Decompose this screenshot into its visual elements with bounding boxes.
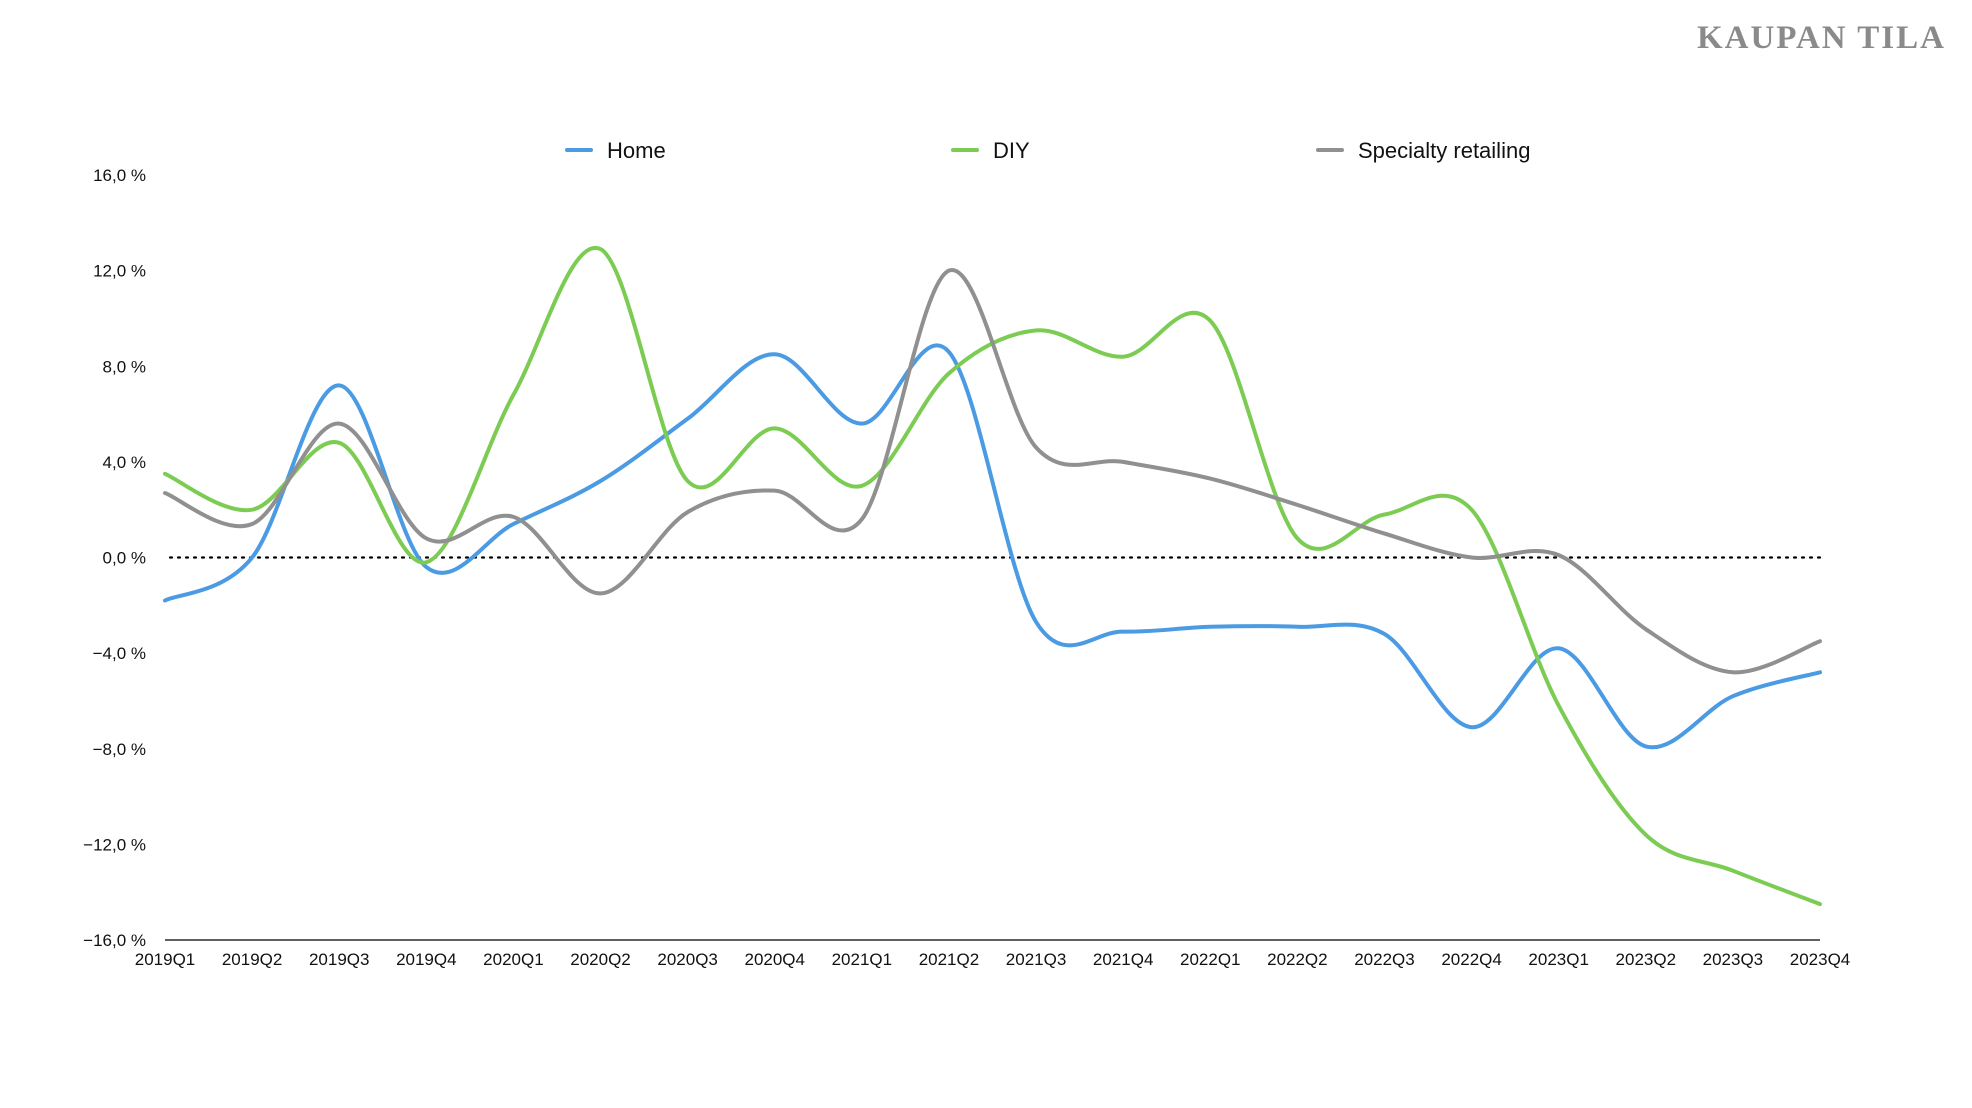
legend-label: Specialty retailing <box>1358 138 1530 163</box>
legend-item-specialty-retailing: Specialty retailing <box>1316 138 1530 163</box>
x-tick-label: 2019Q2 <box>222 950 283 969</box>
legend-label: Home <box>607 138 666 163</box>
series-line-specialty-retailing <box>163 268 1822 675</box>
series-lines <box>163 245 1822 907</box>
x-tick-label: 2023Q4 <box>1790 950 1851 969</box>
x-tick-label: 2022Q1 <box>1180 950 1241 969</box>
y-tick-label: 16,0 % <box>93 166 146 185</box>
x-tick-label: 2021Q2 <box>919 950 980 969</box>
x-tick-label: 2019Q4 <box>396 950 457 969</box>
x-tick-label: 2019Q1 <box>135 950 196 969</box>
x-tick-label: 2023Q1 <box>1528 950 1589 969</box>
x-tick-label: 2021Q4 <box>1093 950 1154 969</box>
x-tick-label: 2020Q1 <box>483 950 544 969</box>
x-tick-label: 2022Q3 <box>1354 950 1415 969</box>
y-tick-label: −8,0 % <box>93 740 146 759</box>
x-tick-label: 2022Q4 <box>1441 950 1502 969</box>
y-tick-label: 8,0 % <box>103 357 146 376</box>
legend-item-diy: DIY <box>951 138 1030 163</box>
y-tick-label: 12,0 % <box>93 262 146 281</box>
brand-logo: KAUPAN TILA <box>1696 20 1946 56</box>
y-tick-label: −16,0 % <box>83 931 146 950</box>
y-tick-label: 4,0 % <box>103 453 146 472</box>
x-tick-label: 2022Q2 <box>1267 950 1328 969</box>
x-tick-label: 2021Q3 <box>1006 950 1067 969</box>
series-line-diy <box>163 245 1822 907</box>
x-tick-label: 2023Q3 <box>1703 950 1764 969</box>
x-tick-label: 2023Q2 <box>1616 950 1677 969</box>
legend-item-home: Home <box>565 138 666 163</box>
x-tick-label: 2019Q3 <box>309 950 370 969</box>
series-line-home <box>163 343 1822 750</box>
y-axis: 16,0 % 12,0 % 8,0 % 4,0 % 0,0 % −4,0 % −8,0 % −… <box>83 166 146 950</box>
x-tick-label: 2021Q1 <box>832 950 893 969</box>
y-tick-label: 0,0 % <box>103 549 146 568</box>
x-axis: 2019Q1 2019Q2 2019Q3 2019Q4 2020Q1 2020Q2 2020… <box>135 939 1851 969</box>
x-tick-label: 2020Q3 <box>657 950 718 969</box>
legend-label: DIY <box>993 138 1030 163</box>
y-tick-label: −4,0 % <box>93 644 146 663</box>
x-tick-label: 2020Q2 <box>570 950 631 969</box>
chart-legend: Home DIY Specialty retailing <box>565 138 1530 163</box>
y-tick-label: −12,0 % <box>83 835 146 854</box>
x-tick-label: 2020Q4 <box>744 950 805 969</box>
